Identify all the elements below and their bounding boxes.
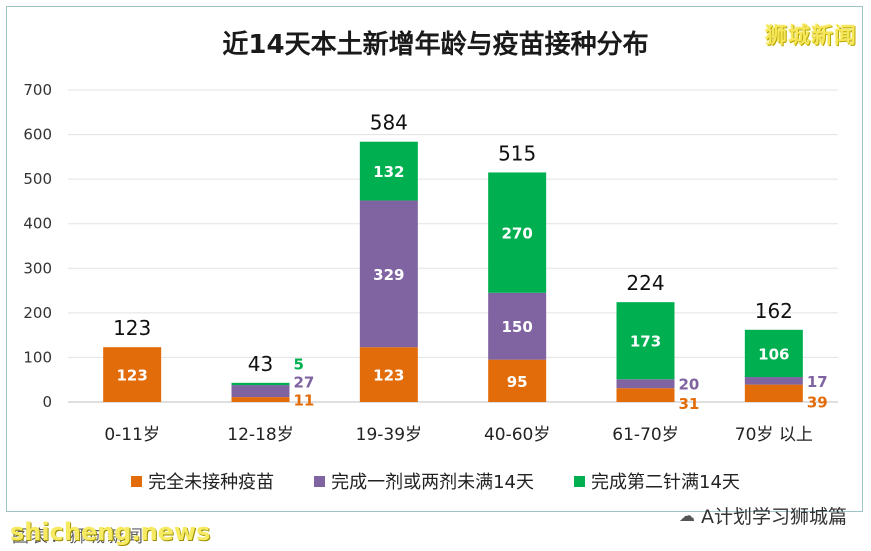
bar-total-label: 584	[370, 111, 408, 135]
brand-watermark-bottom-left: shicheng.news	[10, 518, 211, 546]
data-label: 95	[507, 373, 528, 391]
bar-segment	[488, 359, 547, 402]
data-label: 173	[630, 333, 661, 351]
y-tick-label: 100	[23, 348, 52, 366]
x-tick-label: 70岁 以上	[735, 425, 813, 445]
bar-segment	[616, 302, 675, 380]
bar-segment	[744, 384, 803, 402]
legend-label: 完全未接种疫苗	[148, 472, 275, 493]
data-label: 17	[807, 373, 828, 391]
x-tick-label: 19-39岁	[356, 425, 422, 445]
data-label: 123	[373, 367, 404, 385]
wechat-icon: ☁	[679, 506, 695, 525]
legend-item: 完成第二针满14天	[574, 468, 740, 494]
y-tick-label: 400	[23, 215, 52, 233]
bar-segment	[359, 347, 418, 402]
bar-segment	[103, 347, 162, 402]
data-label: 132	[373, 163, 404, 181]
legend-swatch	[574, 475, 585, 487]
bar-segment	[359, 200, 418, 348]
legend-label: 完成第二针满14天	[591, 472, 740, 493]
data-label: 39	[807, 393, 828, 411]
y-tick-label: 500	[23, 170, 52, 188]
bar-segment	[744, 377, 803, 385]
brand-logo-top-right: 狮城新闻	[764, 24, 857, 49]
y-tick-label: 300	[23, 259, 52, 277]
x-tick-label: 12-18岁	[227, 425, 293, 445]
x-tick-label: 61-70岁	[612, 425, 678, 445]
bar-segment	[744, 329, 803, 378]
x-tick-label: 40-60岁	[484, 425, 550, 445]
y-tick-label: 200	[23, 304, 52, 322]
y-tick-label: 700	[23, 81, 52, 99]
bar-total-label: 123	[113, 316, 151, 340]
data-label: 106	[758, 345, 789, 363]
bar-segment	[616, 379, 675, 389]
bar-total-label: 515	[498, 141, 536, 165]
data-label: 27	[294, 374, 315, 392]
data-label: 150	[502, 318, 533, 336]
chart-legend: 完全未接种疫苗 完成一剂或两剂未满14天 完成第二针满14天	[0, 468, 871, 494]
chart-source: 图表：狮城新闻	[12, 527, 145, 547]
legend-item: 完全未接种疫苗	[131, 468, 274, 494]
bar-segment	[231, 397, 290, 402]
data-label: 329	[373, 266, 404, 284]
chart-title: 近14天本土新增年龄与疫苗接种分布	[222, 30, 649, 60]
data-label: 5	[294, 356, 304, 374]
bar-total-label: 224	[626, 271, 664, 295]
bar-segment	[231, 385, 290, 398]
bar-segment	[488, 172, 547, 293]
data-label: 123	[117, 367, 148, 385]
x-tick-label: 0-11岁	[104, 425, 160, 445]
data-label: 20	[679, 376, 700, 394]
legend-label: 完成一剂或两剂未满14天	[331, 472, 534, 493]
bar-segment	[488, 292, 547, 360]
data-label: 11	[294, 392, 315, 410]
bar-segment	[616, 388, 675, 402]
bar-total-label: 43	[248, 352, 273, 376]
y-tick-label: 0	[42, 393, 52, 411]
bar-segment	[359, 141, 418, 201]
legend-item: 完成一剂或两剂未满14天	[314, 468, 534, 494]
bar-total-label: 162	[755, 299, 793, 323]
wechat-account: ☁ A计划学习狮城篇	[679, 502, 847, 529]
legend-swatch	[131, 475, 143, 487]
wechat-account-name: A计划学习狮城篇	[701, 506, 847, 528]
bar-segment	[231, 382, 290, 386]
data-label: 270	[502, 225, 533, 243]
chart-frame	[6, 6, 863, 512]
y-tick-label: 600	[23, 126, 52, 144]
legend-swatch	[314, 475, 326, 487]
data-label: 31	[679, 395, 700, 413]
